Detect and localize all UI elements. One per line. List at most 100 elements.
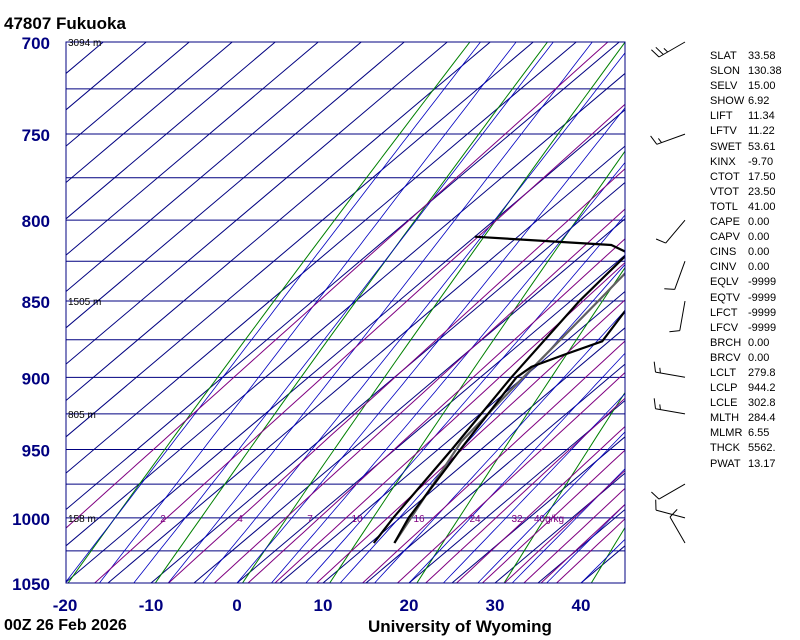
index-row: BRCH 0.00 — [710, 336, 782, 351]
index-value: 17.50 — [748, 170, 776, 183]
index-value: 41.00 — [748, 200, 776, 213]
height-label: 1505 m — [68, 297, 101, 308]
mixing-ratio-line — [425, 397, 625, 583]
isotherm-line — [66, 42, 448, 365]
pressure-label: 900 — [22, 369, 50, 388]
isotherm-line — [66, 42, 362, 293]
index-value: 0.00 — [748, 216, 770, 229]
index-name: LFCV — [710, 321, 739, 334]
moist-adiabat — [511, 468, 625, 583]
axis-labels: 700 750 800 850 900 950 1000 1050-20 -10 0 10 20 30 4… — [12, 34, 590, 615]
isotherm-line — [66, 42, 319, 256]
mixing-ratio-line — [362, 340, 625, 583]
wind-barb — [669, 301, 686, 333]
mixing-ratio-line — [66, 42, 609, 529]
mixing-ratio-line — [274, 261, 625, 583]
height-label: 805 m — [68, 410, 96, 421]
index-name: MLTH — [710, 412, 740, 425]
isotherm-line — [66, 42, 276, 220]
index-value: 0.00 — [748, 231, 770, 244]
mixing-ratio-line — [247, 238, 625, 583]
moist-adiabat — [443, 393, 625, 583]
index-value: -9999 — [748, 276, 777, 289]
index-name: MLMR — [710, 427, 743, 440]
index-row: LCLP 944.2 — [710, 381, 782, 396]
index-name: SLON — [710, 65, 740, 78]
isotherm-line — [66, 42, 147, 111]
index-value: 33.58 — [748, 50, 776, 62]
station-title: 47807 Fukuoka — [4, 14, 126, 33]
index-value: 15.00 — [748, 80, 776, 93]
pressure-label: 1000 — [12, 510, 50, 529]
isotherm-line — [365, 363, 625, 583]
isotherm-line — [236, 254, 625, 583]
moist-adiabat — [99, 42, 517, 583]
isotherm-line — [66, 42, 620, 511]
moist-adiabat — [271, 161, 625, 583]
moist-adiabat — [339, 263, 625, 583]
isotherm-line — [66, 72, 625, 547]
wind-barb — [650, 133, 686, 145]
temperature-label: 10 — [314, 596, 333, 615]
wind-barb — [653, 361, 686, 378]
index-row: LFCV -9999 — [710, 321, 782, 336]
moist-adiabat — [408, 352, 625, 583]
wind-barb — [664, 261, 686, 290]
height-label: 158 m — [68, 514, 96, 525]
temperature-profile — [393, 309, 625, 544]
isotherm-line — [66, 109, 625, 583]
wind-barb — [655, 219, 686, 244]
index-row: VTOT 23.50 — [710, 185, 782, 200]
index-value: -9.70 — [748, 155, 774, 168]
index-value: 284.4 — [748, 412, 776, 425]
index-row: MLMR 6.55 — [710, 426, 782, 441]
mixing-ratio-line — [214, 208, 625, 583]
mixing-ratio-line — [540, 503, 625, 583]
moist-adiabat — [133, 42, 554, 583]
isotherm-lines — [66, 42, 625, 583]
pressure-label: 800 — [22, 212, 50, 231]
wind-barbs — [650, 41, 686, 544]
isotherm-line — [408, 399, 625, 583]
temperature-label: 30 — [486, 596, 505, 615]
index-value: -9999 — [748, 291, 777, 304]
moist-adiabat — [477, 431, 625, 583]
index-row: SHOW 6.92 — [710, 94, 782, 109]
isotherm-line — [66, 42, 405, 329]
pressure-label: 950 — [22, 441, 50, 460]
index-name: PWAT — [710, 457, 741, 470]
mixing-ratio-label: 16 — [413, 514, 425, 525]
pressure-label: 700 — [22, 34, 50, 53]
isotherm-line — [66, 42, 104, 75]
isotherm-line — [150, 181, 625, 583]
mixing-ratio-lines — [66, 42, 625, 583]
isotherm-line — [66, 42, 233, 184]
index-row: SLON 130.38 — [710, 64, 782, 79]
wind-barb — [651, 41, 686, 58]
index-value: 6.55 — [748, 427, 770, 440]
isotherm-line — [279, 290, 625, 583]
index-value: 130.38 — [748, 65, 782, 78]
index-name: SWET — [710, 140, 742, 153]
index-name: BRCH — [710, 336, 742, 349]
mixing-ratio-line — [94, 103, 625, 583]
index-row: SWET 53.61 — [710, 140, 782, 155]
index-name: LCLT — [710, 366, 737, 379]
index-row: CINV 0.00 — [710, 260, 782, 275]
index-name: CAPV — [710, 231, 740, 244]
moist-adiabat-lines — [66, 42, 625, 583]
isotherm-line — [66, 42, 190, 147]
mixing-ratio-label: 10 — [351, 514, 363, 525]
mixing-ratio-label: 32 — [511, 514, 523, 525]
index-row: LCLE 302.8 — [710, 396, 782, 411]
index-name: BRCV — [710, 351, 741, 364]
mixing-ratio-line — [456, 425, 625, 583]
isotherm-line — [66, 42, 491, 402]
moist-adiabat — [66, 42, 481, 583]
index-row: SLAT 33.58 — [710, 49, 782, 64]
temperature-label: 0 — [232, 596, 241, 615]
dry-adiabat — [242, 42, 625, 583]
wind-barb — [651, 483, 686, 500]
index-name: CINS — [710, 246, 737, 259]
